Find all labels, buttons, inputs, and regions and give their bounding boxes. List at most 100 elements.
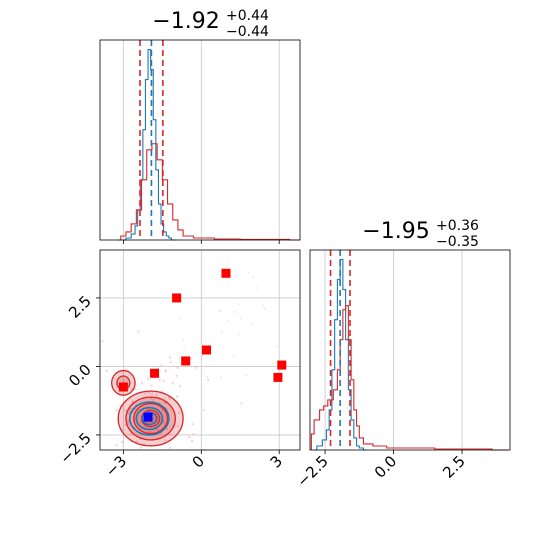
sample-point xyxy=(220,331,223,334)
sample-point xyxy=(181,338,184,341)
sample-point xyxy=(240,402,243,405)
histogram-1-title-main: −1.92 xyxy=(152,9,219,34)
histogram-1-series xyxy=(118,48,300,241)
histogram-2-title-sub: −0.35 xyxy=(436,234,479,250)
sample-point xyxy=(190,440,194,443)
blue-contour-0 xyxy=(129,401,170,436)
sample-point xyxy=(202,408,205,412)
sample-point xyxy=(129,432,133,435)
sample-point xyxy=(160,364,163,367)
sample-point xyxy=(175,374,178,377)
histogram-1-title: −1.92 xyxy=(152,9,219,34)
sample-point xyxy=(150,392,154,395)
sample-point xyxy=(152,398,155,402)
sample-point xyxy=(233,355,236,358)
sample-point xyxy=(163,397,166,400)
sample-point xyxy=(190,357,193,360)
scatter-grid xyxy=(100,250,300,450)
red-square-marker-1 xyxy=(172,293,182,303)
sample-point xyxy=(127,411,130,415)
sample-point xyxy=(163,401,166,405)
scatter-frame xyxy=(99,249,301,451)
sample-point xyxy=(169,356,172,359)
sample-point xyxy=(176,424,179,428)
sample-point xyxy=(164,369,167,372)
hist2-series-blue xyxy=(314,258,367,451)
sample-point xyxy=(239,316,242,319)
sample-point xyxy=(150,384,153,387)
histogram-1-grid xyxy=(122,40,280,240)
sample-point xyxy=(121,440,124,444)
sample-point xyxy=(255,287,258,290)
histogram-2-series xyxy=(310,258,509,451)
red-square-marker-5 xyxy=(118,382,128,392)
sample-point xyxy=(144,392,147,395)
blue-contour-1 xyxy=(135,406,164,431)
histogram-2-quantile-lines xyxy=(329,250,351,450)
red-square-marker-0 xyxy=(221,268,231,278)
sample-point xyxy=(262,304,265,307)
sample-point xyxy=(219,376,222,379)
sample-point xyxy=(163,439,167,442)
sample-point xyxy=(275,345,278,348)
red-square-marker-2 xyxy=(201,345,211,355)
sample-point xyxy=(155,393,158,397)
histogram-2-frame xyxy=(309,249,511,451)
hist1-series-red xyxy=(118,143,300,241)
sample-point xyxy=(245,374,248,377)
histogram-2-title: −1.95 xyxy=(362,219,429,244)
blue-square-marker xyxy=(143,412,153,422)
sample-point xyxy=(149,397,153,400)
sample-point xyxy=(194,352,197,355)
histogram-2-title-main: −1.95 xyxy=(362,219,429,244)
sample-point xyxy=(124,409,127,412)
sample-point xyxy=(247,271,250,274)
sample-point xyxy=(233,310,236,313)
sample-point xyxy=(183,345,186,348)
sample-point xyxy=(179,316,182,319)
histogram-1-ticks xyxy=(122,240,280,244)
sample-point xyxy=(234,274,237,277)
blue-contour-2 xyxy=(141,411,158,426)
histogram-1-title-sub: −0.44 xyxy=(226,24,269,40)
histogram-panel-param-1: −1.92 +0.44 −0.44 xyxy=(99,8,301,244)
sample-point xyxy=(178,385,182,388)
sample-point xyxy=(226,319,229,322)
histogram-1-title-sup: +0.44 xyxy=(226,8,269,24)
sample-point xyxy=(115,409,118,412)
sample-point xyxy=(165,428,169,431)
sample-point xyxy=(219,310,222,313)
sample-point xyxy=(160,390,164,393)
red-square-marker-3 xyxy=(181,356,191,366)
sample-point xyxy=(171,381,174,385)
sample-point xyxy=(177,411,181,414)
sample-point xyxy=(105,369,108,373)
sample-point xyxy=(250,322,253,325)
scatter-markers xyxy=(118,268,287,422)
sample-point xyxy=(115,443,118,447)
sample-point xyxy=(140,446,143,449)
sample-point xyxy=(206,376,209,379)
sample-point xyxy=(126,419,129,423)
sample-point xyxy=(175,395,179,398)
sample-point xyxy=(147,391,150,394)
sample-point xyxy=(192,433,195,436)
sample-point xyxy=(127,422,130,425)
sample-point xyxy=(263,307,266,310)
histogram-1-frame xyxy=(99,39,301,241)
sample-point xyxy=(238,303,241,306)
sample-point xyxy=(140,381,144,385)
histogram-1-quantile-lines xyxy=(139,40,164,240)
sample-point xyxy=(156,428,159,431)
sample-point xyxy=(188,435,191,439)
sample-point xyxy=(135,440,138,443)
sample-point xyxy=(238,332,241,335)
sample-point xyxy=(169,361,172,364)
sample-point xyxy=(162,379,165,383)
sample-point xyxy=(139,420,142,424)
red-square-marker-4 xyxy=(150,368,160,378)
hist2-series-red xyxy=(310,305,509,451)
sample-point xyxy=(152,417,155,420)
sample-point xyxy=(251,276,254,279)
